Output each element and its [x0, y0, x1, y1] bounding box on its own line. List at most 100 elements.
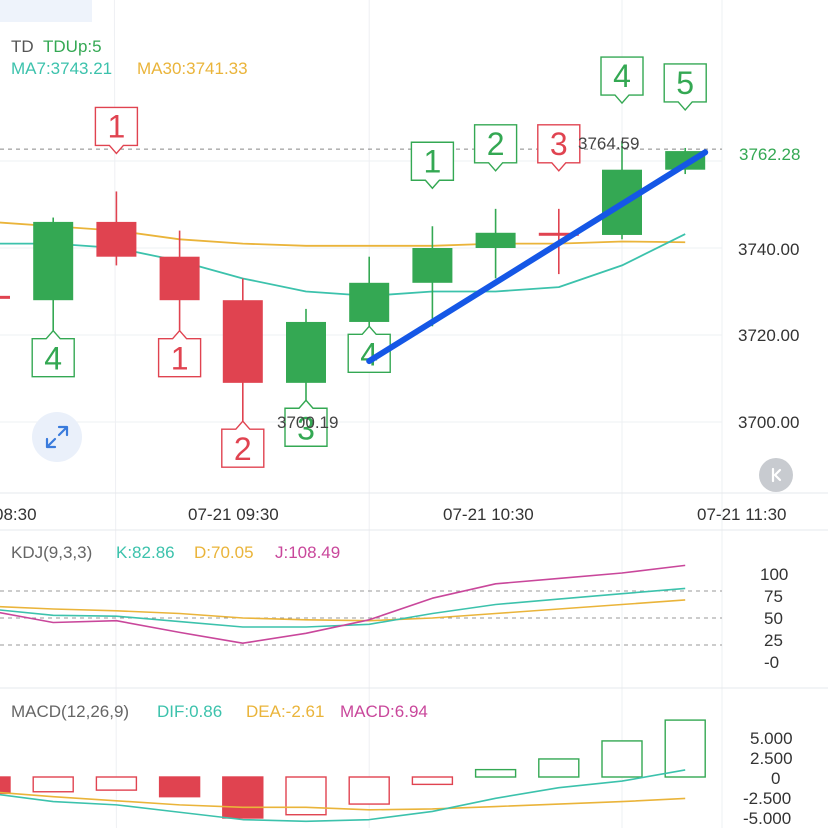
macd-value: MACD:6.94	[340, 702, 428, 721]
macd-dea-line	[0, 791, 686, 811]
macd-axis-label: -5.000	[743, 809, 791, 828]
td-marker: 5	[663, 63, 707, 112]
kdj-j-line	[0, 564, 686, 645]
td-marker: 4	[31, 329, 75, 378]
candle-body	[222, 300, 263, 383]
td-value: TDUp:5	[43, 37, 102, 56]
td-marker: 4	[600, 56, 644, 105]
td-marker-box	[537, 124, 581, 172]
td-marker-box	[31, 329, 75, 378]
macd-axis-label: 2.500	[750, 749, 793, 768]
td-marker-number: 4	[613, 58, 631, 94]
y-tick-label: 3720.00	[738, 326, 799, 345]
td-marker: 1	[94, 106, 139, 155]
kdj-pane	[0, 564, 722, 646]
td-marker-box	[473, 124, 518, 172]
td-marker-number: 4	[44, 341, 62, 377]
td-label: TD	[11, 37, 34, 56]
collapse-button[interactable]	[759, 458, 793, 492]
td-marker: 1	[157, 329, 202, 378]
td-marker-number: 5	[676, 65, 694, 101]
macd-bar	[664, 719, 706, 778]
td-marker-number: 2	[487, 126, 505, 162]
candle-body	[475, 232, 516, 248]
td-marker-box	[94, 106, 139, 155]
td-marker-box	[284, 399, 328, 447]
td-marker-box	[221, 420, 265, 468]
macd-axis-label: -2.500	[743, 789, 791, 808]
td-marker-number: 2	[234, 431, 252, 467]
kdj-d-line	[0, 599, 686, 622]
kdj-axis-label: 75	[764, 587, 783, 606]
expand-button[interactable]	[32, 412, 82, 462]
macd-name: MACD(12,26,9)	[11, 702, 129, 721]
current-price-box	[724, 140, 828, 166]
macd-bar	[285, 776, 327, 816]
macd-pane	[0, 719, 706, 823]
high-price-label: 3764.59	[578, 134, 639, 153]
macd-dea-value: DEA:-2.61	[246, 702, 324, 721]
td-marker: 1	[410, 141, 455, 190]
td-marker-box	[347, 325, 391, 373]
td-marker-box	[410, 141, 455, 190]
kdj-axis-label: 100	[760, 565, 788, 584]
td-marker: 2	[473, 124, 518, 172]
trend-line	[366, 149, 709, 365]
y-tick-label: 3740.00	[738, 240, 799, 259]
td-marker: 2	[221, 420, 265, 468]
kdj-axis-label: 25	[764, 631, 783, 650]
kdj-j-value: J:108.49	[275, 543, 340, 562]
candle-pane: 4 1 1 2 3 4 1 2 3 4 5	[0, 56, 722, 468]
macd-dif-value: DIF:0.86	[157, 702, 222, 721]
macd-bar	[601, 740, 643, 778]
td-marker-number: 1	[424, 143, 442, 179]
candle-body	[286, 321, 326, 383]
td-marker-number: 3	[297, 410, 315, 446]
low-price-label: 3700.19	[277, 413, 338, 432]
ma7-value: MA7:3743.21	[11, 59, 112, 78]
macd-bar	[95, 776, 138, 791]
macd-bar	[32, 776, 74, 793]
td-marker: 3	[284, 399, 328, 447]
x-tick-label: 07-21 09:30	[188, 505, 279, 524]
td-marker-box	[600, 56, 644, 105]
y-tick-label: 3700.00	[738, 413, 799, 432]
x-tick-label: 07-21 11:30	[697, 505, 786, 524]
candle-body	[538, 232, 579, 236]
macd-bar	[474, 768, 517, 778]
x-tick-label: 08:30	[0, 505, 37, 524]
ma30-value: MA30:3741.33	[137, 59, 248, 78]
macd-bar	[538, 758, 580, 778]
kdj-axis-label: -0	[764, 653, 779, 672]
current-price-label: 3762.28	[739, 145, 800, 164]
td-marker: 4	[347, 325, 391, 373]
kdj-axis-label: 50	[764, 609, 783, 628]
macd-axis-label: 0	[771, 769, 780, 788]
td-marker: 3	[537, 124, 581, 172]
candle-body	[349, 282, 390, 322]
macd-bar	[222, 776, 264, 819]
candle-body	[412, 248, 453, 283]
td-marker-number: 1	[108, 108, 126, 144]
macd-axis-label: 5.000	[750, 729, 793, 748]
candle-body	[0, 295, 10, 299]
kdj-name: KDJ(9,3,3)	[11, 543, 92, 562]
candle-body	[159, 256, 200, 301]
x-tick-label: 07-21 10:30	[443, 505, 534, 524]
candle-body	[96, 221, 137, 257]
expand-icon	[45, 425, 69, 449]
macd-bar	[158, 776, 201, 798]
td-marker-box	[157, 329, 202, 378]
kdj-k-line	[0, 587, 686, 628]
td-marker-box	[663, 63, 707, 112]
macd-dif-line	[0, 769, 686, 823]
macd-bar	[0, 776, 11, 795]
collapse-icon	[771, 467, 782, 483]
macd-bar	[348, 776, 390, 805]
candle-body	[33, 221, 74, 301]
td-marker-number: 4	[360, 336, 378, 372]
top-tab-strip	[0, 0, 92, 22]
kdj-k-value: K:82.86	[116, 543, 175, 562]
macd-bar	[411, 776, 454, 786]
